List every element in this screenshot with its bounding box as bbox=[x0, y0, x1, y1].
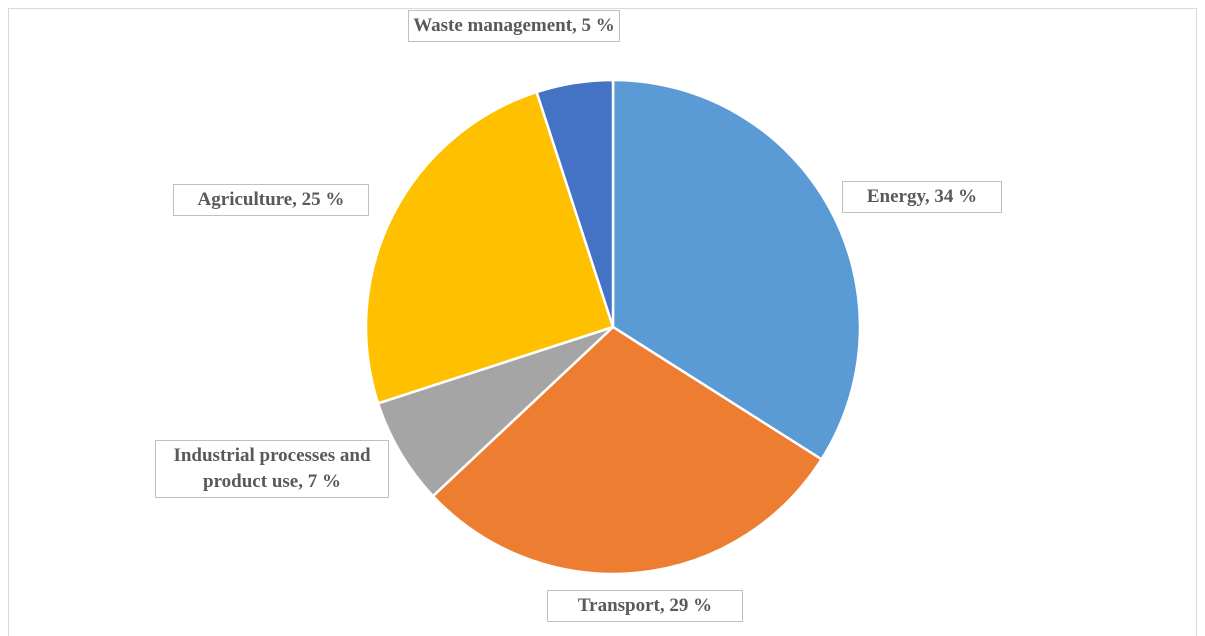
pie-slice bbox=[611, 78, 862, 462]
chart-frame bbox=[8, 8, 1197, 636]
data-label: Energy, 34 % bbox=[842, 181, 1002, 213]
pie-slice bbox=[376, 325, 614, 498]
data-label: Waste management, 5 % bbox=[408, 10, 620, 42]
data-label: Transport, 29 % bbox=[547, 590, 743, 622]
pie-slice bbox=[364, 90, 615, 405]
pie-slice bbox=[535, 78, 615, 328]
data-label: Agriculture, 25 % bbox=[173, 184, 369, 216]
pie-slice bbox=[431, 325, 824, 576]
data-label: Industrial processes and product use, 7 … bbox=[155, 440, 389, 498]
